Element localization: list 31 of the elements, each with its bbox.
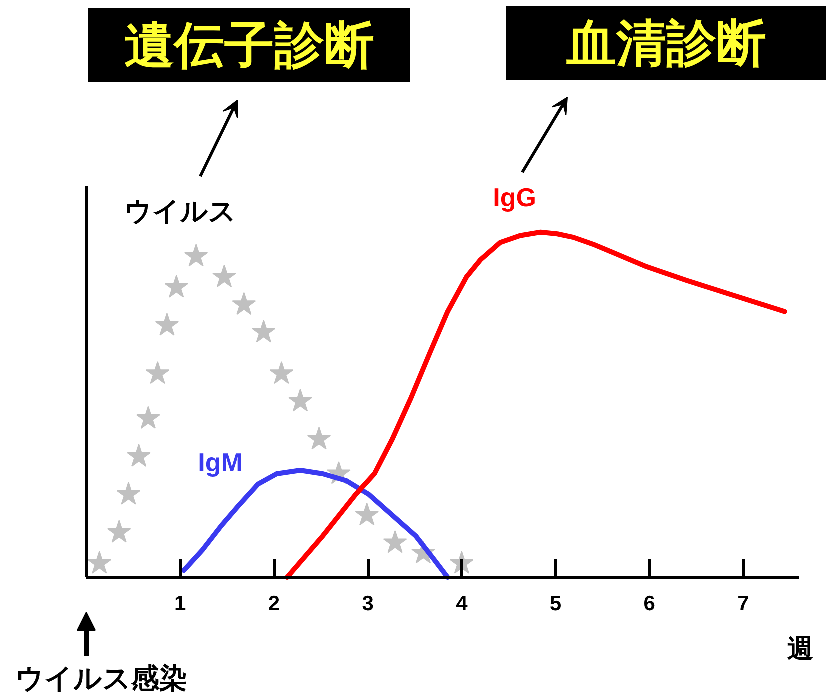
text: 遺伝子診断: [124, 18, 374, 74]
point: [252, 320, 276, 343]
point: [127, 444, 151, 467]
point: [164, 275, 189, 298]
point: [155, 313, 180, 336]
series-label: IgG: [493, 182, 536, 212]
point: [270, 361, 294, 384]
x-axis-title: 週: [788, 634, 814, 664]
x-tick-label: 6: [644, 592, 656, 616]
x-tick-label: 3: [362, 592, 374, 616]
x-tick-label: 4: [456, 592, 468, 616]
series-label: ウイルス: [124, 196, 236, 227]
point: [107, 520, 132, 543]
point: [116, 482, 141, 505]
x-tick-label: 2: [268, 592, 280, 616]
point: [307, 426, 332, 450]
point: [184, 244, 208, 267]
text: ウイルス感染: [16, 663, 188, 694]
point: [355, 502, 380, 526]
x-tick-label: 5: [550, 592, 562, 616]
point: [232, 292, 256, 316]
point: [383, 530, 408, 554]
point: [212, 264, 236, 288]
x-tick-label: 1: [174, 592, 187, 616]
point: [288, 389, 312, 412]
text: 血清診断: [566, 16, 766, 72]
point: [88, 551, 112, 574]
series-label: IgM: [198, 448, 243, 478]
point: [136, 406, 160, 429]
point: [146, 361, 170, 384]
x-tick-label: 7: [738, 592, 750, 616]
